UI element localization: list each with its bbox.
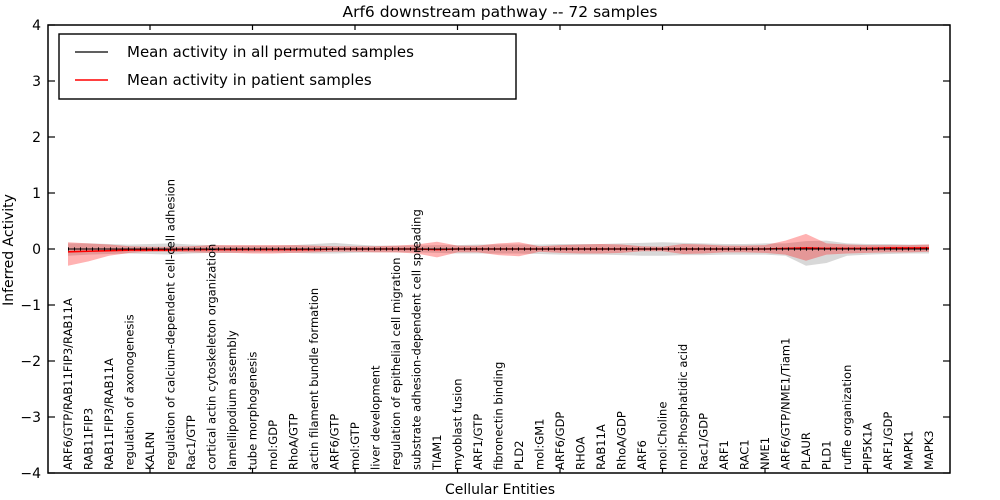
legend-item-permuted: Mean activity in all permuted samples [75,43,414,61]
x-category-label: lamellipodium assembly [225,330,239,470]
x-category-label: Rac1/GDP [697,413,711,470]
x-category-label: ARF1/GDP [881,412,895,470]
y-tick-label: 4 [32,18,41,34]
x-category-label: liver development [369,365,383,470]
x-category-label: RhoA/GTP [287,413,301,470]
y-tick-label: −2 [20,354,41,370]
y-tick-label: 0 [32,242,41,258]
permuted-samples-std-band [68,240,929,266]
legend-item-patient: Mean activity in patient samples [75,71,372,89]
legend-label-patient: Mean activity in patient samples [127,71,372,89]
x-category-label: mol:Phosphatidic acid [676,344,690,470]
x-category-label: TIAM1 [430,434,444,471]
y-tick-label: 3 [32,74,41,90]
x-category-label: KALRN [143,432,157,470]
x-category-label: fibronectin binding [492,362,506,470]
x-category-label: NME1 [758,437,772,470]
x-category-label: mol:GM1 [533,419,547,470]
x-category-label: ARF6/GTP/RAB11FIP3/RAB11A [61,298,75,470]
x-category-label: ARF6 [635,440,649,470]
x-category-label: cortical actin cytoskeleton organization [205,244,219,470]
y-axis-label: Inferred Activity [1,194,17,306]
y-tick-label: 2 [32,130,41,146]
x-category-label: RhoA/GDP [615,411,629,470]
chart-plot-area: −4 −3 −2 −1 0 1 2 3 4 ARF6/GTP/RAB11FIP3/RAB11A RA… [20,18,951,482]
x-category-label: PLD2 [512,440,526,470]
x-category-label: PLD1 [820,440,834,470]
x-category-label: ARF1/GTP [471,414,485,470]
x-category-label: RAC1 [738,439,752,470]
y-tick-label: −3 [20,410,41,426]
x-category-label: RAB11A [594,424,608,470]
patient-samples-std-band [68,233,929,266]
x-category-label: ruffle organization [840,365,854,470]
chart-title: Arf6 downstream pathway -- 72 samples [343,3,658,21]
x-category-label: ARF6/GDP [553,412,567,470]
y-tick-label: 1 [32,186,41,202]
x-category-label: RAB11FIP3/RAB11A [102,358,116,470]
legend-label-permuted: Mean activity in all permuted samples [127,43,414,61]
x-category-label: substrate adhesion-dependent cell spread… [410,209,424,470]
x-category-label: mol:GTP [348,422,362,470]
x-category-label: regulation of axonogenesis [123,314,137,470]
x-category-label: mol:Choline [656,402,670,470]
x-category-label: MAPK1 [902,430,916,470]
x-category-label: ARF6/GTP [328,414,342,470]
x-category-label: RHOA [574,437,588,470]
x-category-label: Rac1/GTP [184,415,198,470]
x-category-label: actin filament bundle formation [307,288,321,470]
legend-box [58,33,517,100]
legend: Mean activity in all permuted samples Me… [58,33,517,100]
x-category-label: RAB11FIP3 [82,408,96,470]
y-tick-label: −4 [20,466,41,482]
x-axis-label: Cellular Entities [445,482,555,498]
x-category-label: PLAUR [799,432,813,470]
x-category-label: regulation of epithelial cell migration [389,258,403,470]
x-category-label: MAPK3 [922,430,936,470]
x-category-label: mol:GDP [266,420,280,470]
x-category-label: ARF1 [717,440,731,470]
x-category-label: regulation of calcium-dependent cell-cel… [164,179,178,470]
x-category-label: PIP5K1A [861,423,875,470]
x-category-label: tube morphogenesis [246,352,260,470]
x-category-label: myoblast fusion [451,378,465,470]
x-category-label: ARF6/GTP/NME1/Tiam1 [779,338,793,470]
y-tick-label: −1 [20,298,41,314]
